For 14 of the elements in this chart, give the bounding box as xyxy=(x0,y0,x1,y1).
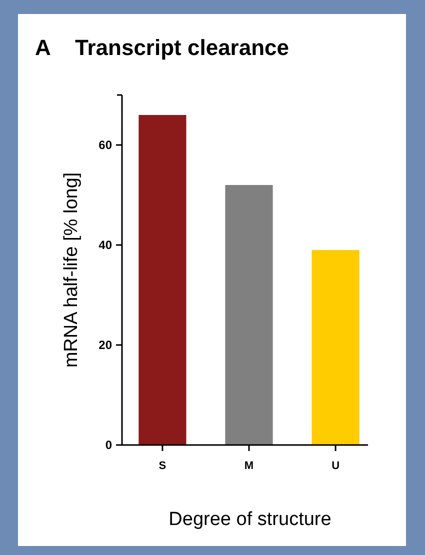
y-tick-label: 60 xyxy=(98,138,112,152)
bar xyxy=(138,115,186,445)
text: A xyxy=(35,35,51,60)
bar xyxy=(312,250,360,445)
x-tick-label: S xyxy=(158,460,166,472)
chart-title: Transcript clearance xyxy=(75,35,290,60)
bar xyxy=(225,185,273,445)
y-tick-label: 20 xyxy=(98,338,112,352)
y-tick-label: 40 xyxy=(98,238,112,252)
x-tick-label: U xyxy=(332,460,340,472)
x-tick-label: M xyxy=(244,460,254,472)
x-axis-title: Degree of structure xyxy=(168,509,332,530)
y-axis-title: mRNA half-life [% long] xyxy=(61,172,82,368)
y-tick-label: 0 xyxy=(105,438,112,452)
